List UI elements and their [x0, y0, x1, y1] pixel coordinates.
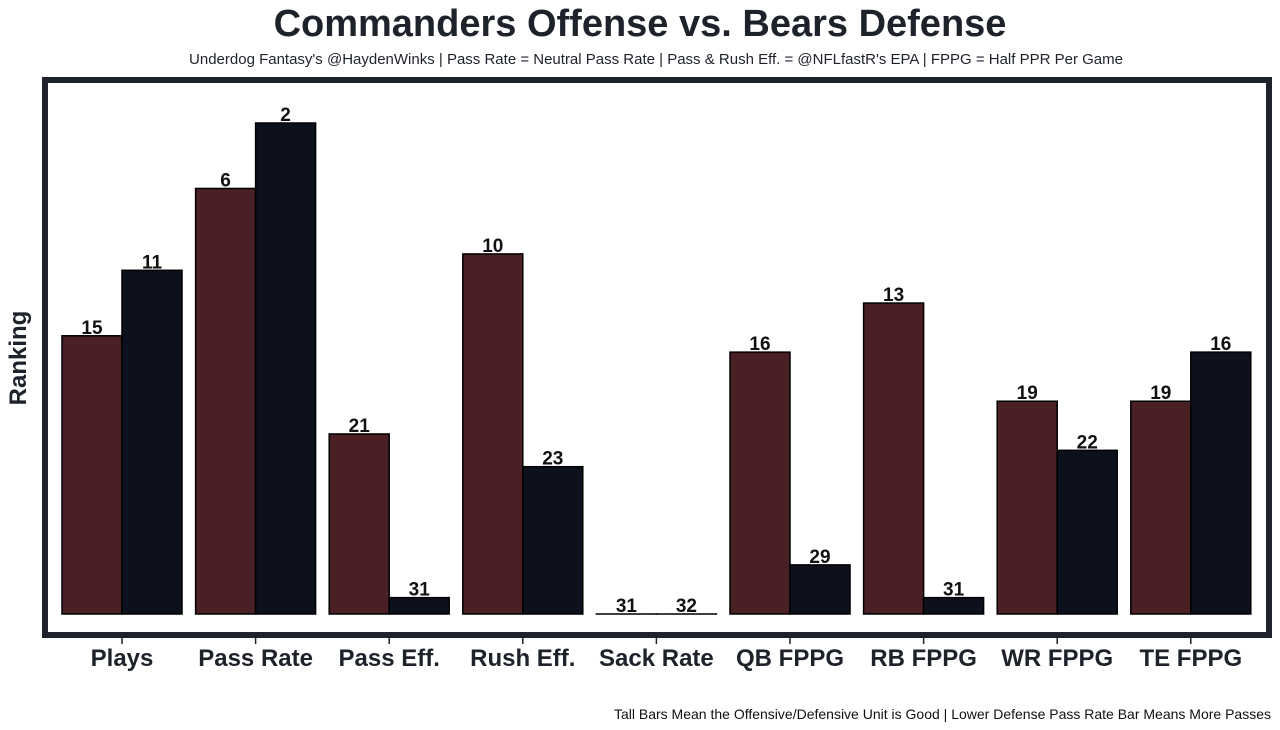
x-tick-label: WR FPPG: [1001, 645, 1113, 672]
chart-subtitle: Underdog Fantasy's @HaydenWinks | Pass R…: [189, 51, 1123, 68]
bars-group: [61, 122, 1252, 615]
bar-value-label: 2: [280, 105, 291, 126]
bar-value-label: 6: [220, 170, 231, 191]
bar-value-label: 21: [349, 416, 371, 437]
bar-value-label: 11: [142, 252, 163, 273]
bar-value-label: 16: [1210, 334, 1231, 355]
bar-value-label: 10: [482, 236, 503, 257]
bar-value-label: 23: [542, 449, 563, 470]
bar-value-label: 31: [616, 596, 638, 617]
bar-defense-te-fppg: [1190, 351, 1252, 615]
x-tick-label: Rush Eff.: [470, 645, 575, 672]
chart-title: Commanders Offense vs. Bears Defense: [273, 3, 1007, 45]
bar-defense-rb-fppg: [922, 596, 985, 615]
x-tick-label: QB FPPG: [736, 645, 844, 672]
chart-footnote: Tall Bars Mean the Offensive/Defensive U…: [613, 706, 1271, 722]
bar-offense-rush-eff: [462, 253, 524, 615]
x-tick-label: Sack Rate: [599, 645, 714, 672]
plot-frame: [42, 77, 1272, 638]
bar-value-label: 13: [883, 285, 904, 306]
bar-defense-wr-fppg: [1056, 449, 1118, 615]
bar-defense-qb-fppg: [789, 564, 851, 615]
bar-labels-group: 15 11 6 2 21 31 10 23 31 32 16 29 13 31 19 22 19 16: [81, 105, 1231, 617]
bar-value-label: 31: [943, 580, 965, 601]
x-axis: Plays Pass Rate Pass Eff. Rush Eff. Sack Rat…: [91, 638, 1242, 672]
bar-offense-rb-fppg: [862, 302, 925, 615]
x-tick-label: TE FPPG: [1139, 645, 1242, 672]
bar-value-label: 15: [81, 318, 103, 339]
bar-defense-rush-eff: [522, 465, 584, 615]
x-tick-label: RB FPPG: [870, 645, 977, 672]
bar-value-label: 16: [749, 334, 770, 355]
bar-offense-te-fppg: [1130, 400, 1192, 615]
bar-defense-pass-rate: [254, 122, 317, 615]
bar-defense-plays: [121, 269, 183, 615]
bar-value-label: 29: [809, 547, 830, 568]
x-tick-label: Pass Rate: [198, 645, 313, 672]
bar-value-label: 19: [1017, 383, 1038, 404]
bar-value-label: 31: [409, 580, 431, 601]
bar-offense-plays: [61, 335, 123, 615]
bar-value-label: 32: [676, 596, 697, 617]
bar-defense-pass-eff: [388, 596, 450, 615]
x-tick-label: Plays: [91, 645, 154, 672]
bar-offense-wr-fppg: [996, 400, 1058, 615]
bar-offense-pass-rate: [194, 187, 257, 615]
bar-offense-qb-fppg: [729, 351, 791, 615]
bar-value-label: 19: [1150, 383, 1171, 404]
bar-offense-pass-eff: [328, 433, 390, 615]
x-tick-label: Pass Eff.: [339, 645, 440, 672]
bar-value-label: 22: [1077, 432, 1098, 453]
